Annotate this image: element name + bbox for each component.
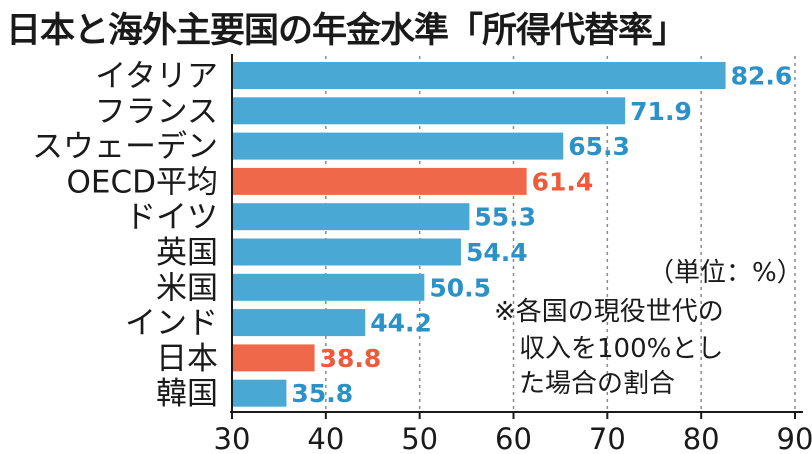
x-tick-label-70: 70	[589, 422, 626, 454]
bar-8	[232, 309, 366, 337]
category-label-5: ドイツ	[125, 200, 218, 236]
x-tick-label-90: 90	[777, 422, 812, 454]
bar-10	[232, 379, 287, 407]
value-label-5: 55.3	[474, 203, 536, 232]
x-tick-label-60: 60	[495, 422, 532, 454]
bar-5	[232, 203, 470, 231]
category-label-6: 英国	[156, 235, 218, 271]
x-axis: 30 40 50 60 70 80 90	[214, 54, 812, 454]
category-label-2: フランス	[95, 94, 218, 130]
value-label-9: 38.8	[320, 344, 382, 373]
bar-2	[232, 97, 626, 125]
value-label-4: 61.4	[532, 167, 594, 196]
note-line-1: ※各国の現役世代の	[494, 297, 724, 327]
note-line-2: 収入を100%とし	[519, 334, 723, 364]
bars	[232, 62, 726, 407]
bar-9	[232, 344, 315, 372]
bar-3	[232, 132, 564, 160]
bar-7	[232, 273, 425, 301]
x-tick-label-80: 80	[683, 422, 720, 454]
chart-notes: （単位：%） ※各国の現役世代の 収入を100%とし た場合の割合	[494, 258, 803, 399]
chart-title: 日本と海外主要国の年金水準「所得代替率」	[6, 11, 687, 51]
category-label-4: OECD平均	[66, 164, 218, 200]
x-tick-label-50: 50	[401, 422, 438, 454]
value-label-2: 71.9	[630, 97, 692, 126]
value-label-3: 65.3	[568, 132, 630, 161]
bar-4	[232, 167, 527, 195]
unit-note: （単位：%）	[648, 258, 803, 288]
category-label-1: イタリア	[95, 59, 218, 95]
value-label-6: 54.4	[466, 238, 528, 267]
value-labels: 82.6 71.965.3 61.4 55.3 54.4 50.5 44.2 38.8 35.8	[291, 62, 792, 409]
value-label-7: 50.5	[429, 273, 491, 302]
value-label-1: 82.6	[731, 62, 793, 91]
grid-lines	[325, 56, 796, 412]
value-label-10: 35.8	[291, 379, 353, 408]
category-label-8: インド	[125, 306, 218, 342]
category-label-10: 韓国	[156, 376, 218, 412]
note-line-3: た場合の割合	[519, 369, 675, 399]
x-tick-label-40: 40	[307, 422, 344, 454]
category-label-9: 日本	[156, 341, 218, 377]
bar-6	[232, 238, 461, 266]
bar-1	[232, 62, 726, 89]
value-label-8: 44.2	[370, 309, 432, 338]
category-label-3: スウェーデン	[32, 129, 218, 165]
category-label-7: 米国	[156, 270, 218, 306]
x-tick-label-30: 30	[214, 422, 251, 454]
